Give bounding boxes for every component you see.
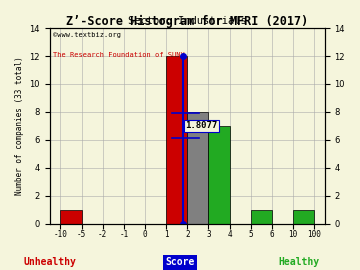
Bar <box>293 210 314 224</box>
Text: Unhealthy: Unhealthy <box>24 257 77 267</box>
Bar <box>208 126 230 224</box>
Text: Sector: Industrials: Sector: Industrials <box>128 16 247 26</box>
Text: 1.8077: 1.8077 <box>185 121 217 130</box>
Bar <box>187 112 208 224</box>
Bar <box>166 56 187 224</box>
Text: The Research Foundation of SUNY: The Research Foundation of SUNY <box>53 52 184 58</box>
Bar <box>251 210 272 224</box>
Y-axis label: Number of companies (33 total): Number of companies (33 total) <box>15 56 24 195</box>
Text: Healthy: Healthy <box>278 257 319 267</box>
Bar <box>60 210 81 224</box>
Text: ©www.textbiz.org: ©www.textbiz.org <box>53 32 121 38</box>
Title: Z’-Score Histogram for MFRI (2017): Z’-Score Histogram for MFRI (2017) <box>66 15 309 28</box>
Text: Score: Score <box>165 257 195 267</box>
